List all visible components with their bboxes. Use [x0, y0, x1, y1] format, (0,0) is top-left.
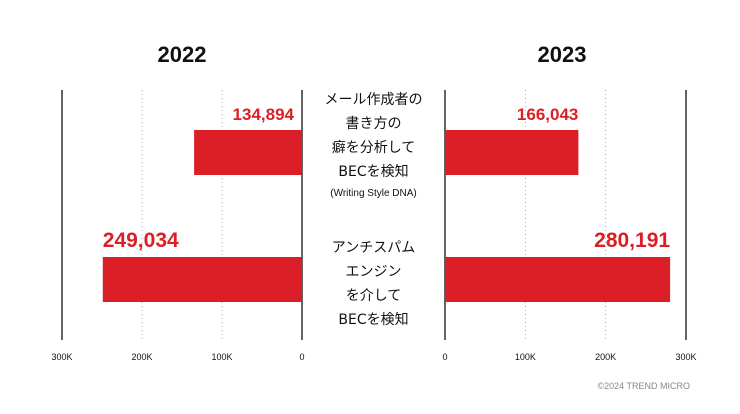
- category-label-line: アンチスパム: [332, 240, 415, 256]
- chart-title-2022: 2022: [158, 42, 207, 67]
- value-label-2023: 166,043: [517, 105, 578, 124]
- category-label-line: 癖を分析して: [332, 140, 416, 156]
- category-label-line: 書き方の: [346, 116, 402, 132]
- tick-label-2022: 0: [299, 352, 304, 362]
- value-label-2022: 134,894: [233, 105, 295, 124]
- category-label-line: BECを検知: [338, 163, 408, 180]
- tick-label-2022: 200K: [131, 352, 152, 362]
- category-label-line: エンジン: [346, 264, 402, 280]
- tick-label-2022: 300K: [51, 352, 72, 362]
- tick-label-2023: 200K: [595, 352, 616, 362]
- chart-title-2023: 2023: [538, 42, 587, 67]
- category-label-line: BECを検知: [338, 311, 408, 328]
- tick-labels: 300K 200K 100K 0 0 100K 200K 300K: [51, 352, 696, 362]
- value-label-2022: 249,034: [103, 229, 179, 252]
- value-label-2023: 280,191: [594, 229, 670, 252]
- bars: [102, 130, 671, 302]
- tick-label-2022: 100K: [211, 352, 232, 362]
- category-label-line: メール作成者の: [325, 92, 423, 108]
- tick-label-2023: 100K: [515, 352, 536, 362]
- value-labels: 134,894 249,034 166,043 280,191: [103, 105, 671, 252]
- tick-label-2023: 0: [442, 352, 447, 362]
- copyright-credit: ©2024 TREND MICRO: [598, 381, 691, 391]
- category-label-line: を介して: [346, 288, 402, 304]
- bar-2022: [102, 257, 302, 302]
- category-label-line: (Writing Style DNA): [330, 188, 417, 199]
- bar-2023: [445, 257, 671, 302]
- bar-2023: [445, 130, 579, 175]
- bar-2022: [194, 130, 302, 175]
- tick-label-2023: 300K: [675, 352, 696, 362]
